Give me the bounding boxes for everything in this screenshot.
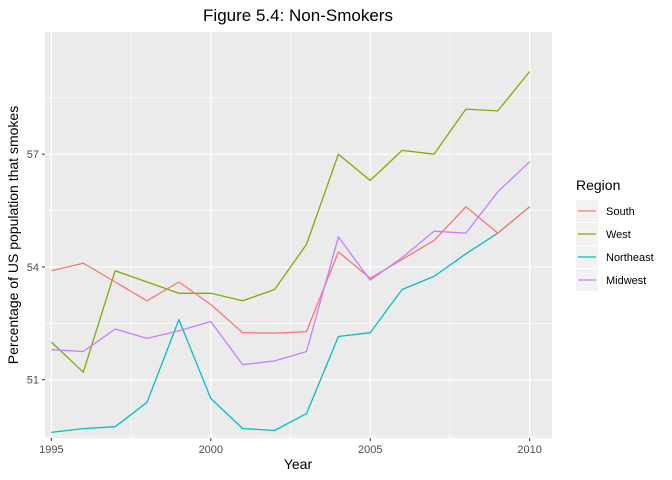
y-axis-title: Percentage of US population that smokes — [5, 106, 21, 364]
series-line-midwest — [51, 161, 531, 366]
grid — [45, 32, 552, 438]
x-axis-title: Year — [284, 456, 313, 472]
legend-label-northeast: Northeast — [606, 252, 654, 264]
series-lines — [50, 71, 531, 434]
x-tick-label: 1995 — [39, 444, 63, 456]
legend-label-west: West — [606, 229, 631, 241]
legend-items: South West Northeast Midwest — [576, 200, 654, 291]
series-line-south — [51, 206, 531, 334]
y-tick-label: 51 — [27, 375, 39, 387]
series-line-northeast — [51, 206, 531, 434]
plot-panel — [45, 32, 552, 438]
series-line-west — [50, 71, 531, 373]
legend-title: Region — [576, 177, 620, 193]
legend: Region South West Northeast Midwest — [576, 177, 654, 291]
x-tick-label: 2000 — [199, 444, 223, 456]
legend-label-midwest: Midwest — [606, 275, 646, 287]
legend-label-south: South — [606, 206, 635, 218]
x-tick-label: 2010 — [517, 444, 541, 456]
x-tick-label: 2005 — [358, 444, 382, 456]
y-axis: 51 54 57 — [27, 149, 45, 387]
chart-title: Figure 5.4: Non-Smokers — [203, 6, 393, 25]
y-tick-label: 57 — [27, 149, 39, 161]
y-tick-label: 54 — [27, 262, 39, 274]
x-axis: 1995 2000 2005 2010 — [39, 438, 542, 456]
